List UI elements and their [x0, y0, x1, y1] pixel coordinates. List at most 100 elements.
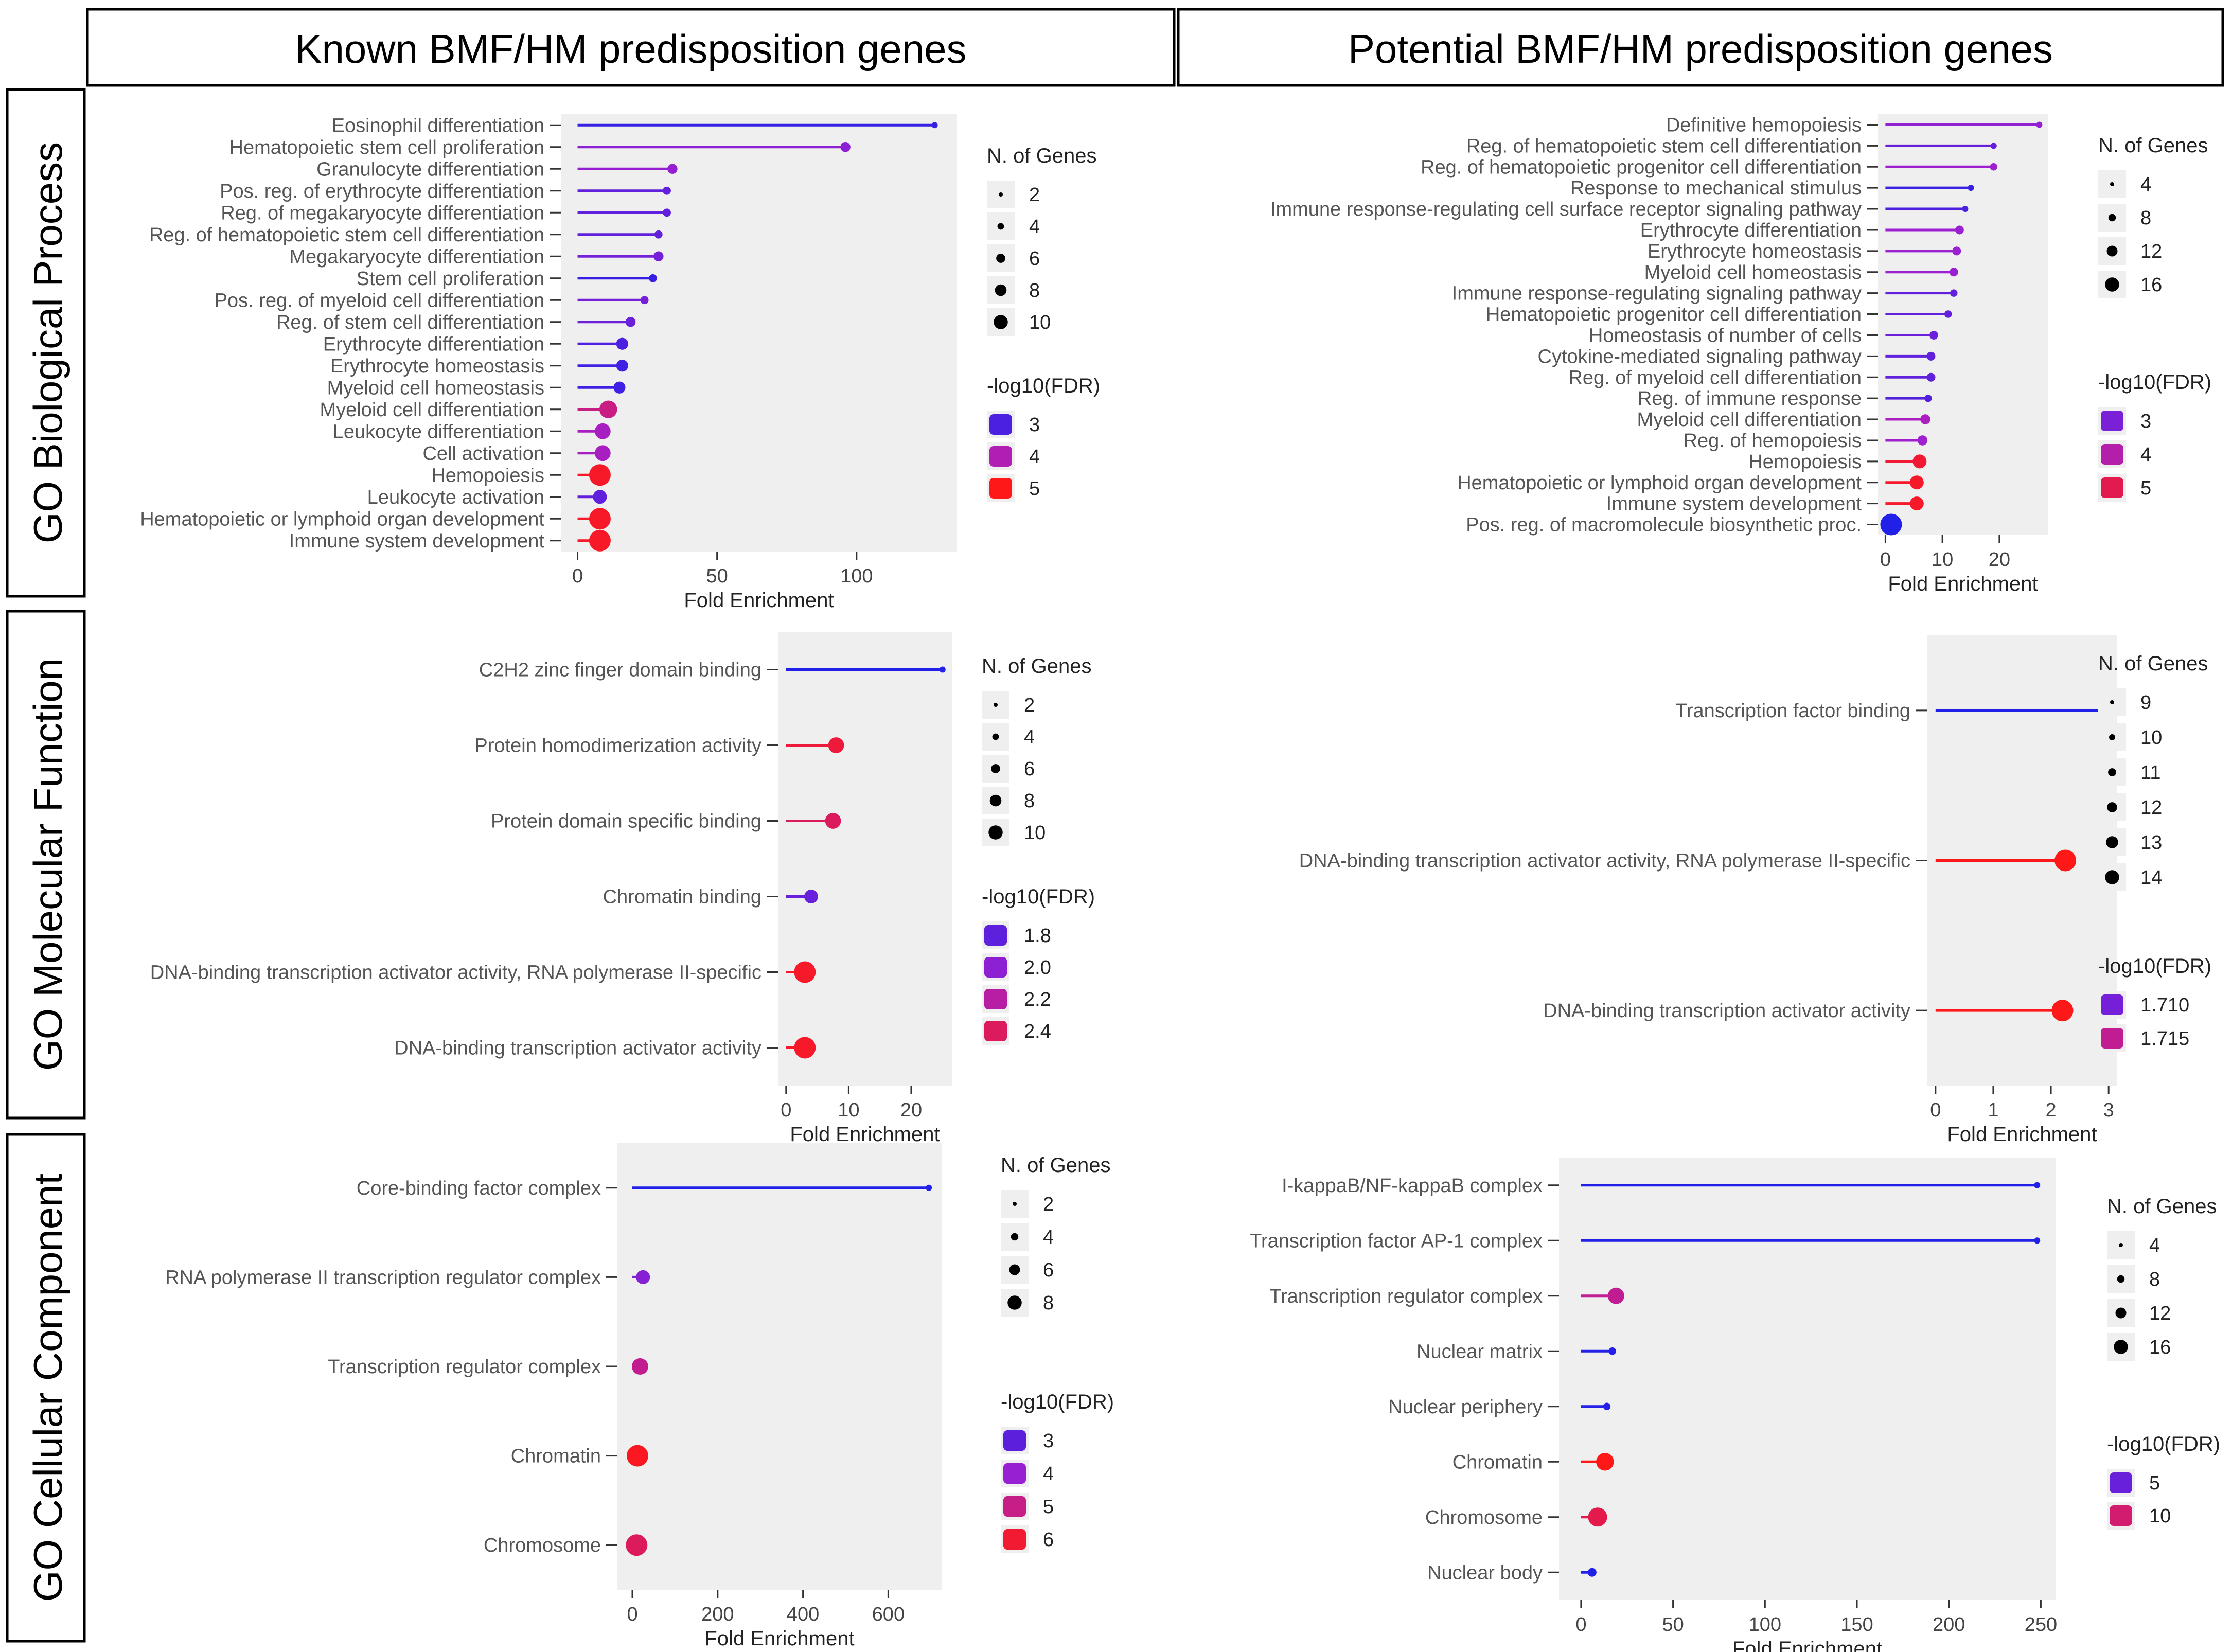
- category-label: Hemopoiesis: [1748, 451, 1862, 473]
- color-legend-label: 2.4: [1024, 1021, 1051, 1042]
- lollipop-point: [593, 490, 607, 504]
- size-legend-dot: [997, 223, 1004, 230]
- size-legend-dot: [2105, 277, 2119, 292]
- lollipop-point: [794, 961, 816, 983]
- category-label: Pos. reg. of myeloid cell differentiatio…: [215, 290, 544, 311]
- category-label: Chromatin: [511, 1446, 601, 1467]
- size-legend-label: 10: [1029, 312, 1051, 333]
- lollipop-point: [1909, 496, 1924, 511]
- color-legend-swatch: [984, 1021, 1007, 1041]
- lollipop-point: [1926, 372, 1936, 382]
- column-header-potential-label: Potential BMF/HM predisposition genes: [1348, 26, 2053, 72]
- lollipop-point: [649, 274, 657, 282]
- lollipop-point: [1950, 289, 1958, 297]
- size-legend-label: 2: [1024, 695, 1035, 716]
- x-axis-label: Fold Enrichment: [1947, 1123, 2097, 1146]
- x-tick-label: 200: [1933, 1614, 1965, 1636]
- lollipop-point: [599, 400, 617, 418]
- size-legend-dot: [992, 733, 999, 740]
- lollipop-point: [654, 230, 663, 239]
- panel-mf-known: C2H2 zinc finger domain binding Protein h…: [150, 632, 1095, 1146]
- panel-cc-known: Core-binding factor complex RNA polymeras…: [165, 1143, 1114, 1650]
- color-legend-label: 4: [1029, 446, 1040, 468]
- category-label: Granulocyte differentiation: [316, 158, 544, 180]
- lollipop-point: [1952, 246, 1961, 256]
- category-label: Eosinophil differentiation: [332, 115, 544, 136]
- size-legend-label: 8: [2149, 1269, 2160, 1290]
- size-legend-dot: [2114, 1340, 2128, 1354]
- size-legend-dot: [2105, 870, 2119, 884]
- size-legend-label: 12: [2149, 1303, 2171, 1324]
- category-label: Reg. of hematopoietic stem cell differen…: [1466, 135, 1862, 157]
- category-label: Hematopoietic progenitor cell differenti…: [1486, 304, 1862, 326]
- category-label: Leukocyte activation: [367, 487, 544, 508]
- color-legend-label: 1.8: [1024, 925, 1051, 947]
- lollipop-point: [2051, 1000, 2074, 1022]
- lollipop-point: [825, 813, 841, 829]
- lollipop-point: [1917, 435, 1928, 446]
- category-label: Chromatin binding: [603, 886, 761, 908]
- category-label: Myeloid cell homeostasis: [327, 377, 544, 399]
- size-legend-dot: [988, 825, 1003, 840]
- color-legend-title: -log10(FDR): [2107, 1433, 2220, 1455]
- lollipop-point: [631, 1358, 648, 1375]
- color-legend-label: 10: [2149, 1505, 2171, 1527]
- lollipop-point: [2036, 121, 2043, 128]
- x-axis-label: Fold Enrichment: [1732, 1638, 1882, 1652]
- color-legend-swatch: [1003, 1430, 1026, 1451]
- color-legend-swatch: [989, 446, 1012, 467]
- lollipop-point: [1949, 268, 1958, 277]
- category-label: Erythrocyte differentiation: [323, 333, 544, 355]
- category-label: Core-binding factor complex: [357, 1178, 601, 1199]
- lollipop-point: [589, 464, 611, 486]
- category-label: Cell activation: [422, 443, 544, 465]
- color-legend-swatch: [2110, 1472, 2132, 1493]
- color-legend-swatch: [989, 414, 1012, 435]
- category-label: Chromatin: [1452, 1451, 1543, 1473]
- color-legend-swatch: [984, 957, 1007, 978]
- category-label: Transcription factor binding: [1675, 700, 1910, 722]
- category-label: Reg. of myeloid cell differentiation: [1568, 367, 1862, 388]
- category-label: RNA polymerase II transcription regulato…: [165, 1267, 601, 1288]
- lollipop-point: [939, 666, 946, 673]
- color-legend-label: 4: [1043, 1463, 1054, 1485]
- color-legend-swatch: [2101, 411, 2123, 431]
- size-legend-dot: [1013, 1202, 1017, 1206]
- size-legend-dot: [1007, 1295, 1022, 1310]
- color-legend-label: 3: [2140, 411, 2151, 432]
- color-legend-swatch: [984, 989, 1007, 1009]
- color-legend-swatch: [1003, 1496, 1026, 1517]
- category-label: DNA-binding transcription activator acti…: [1543, 1000, 1910, 1022]
- color-legend-label: 6: [1043, 1529, 1054, 1551]
- category-label: Erythrocyte homeostasis: [1648, 241, 1862, 262]
- size-legend-dot: [995, 284, 1007, 296]
- lollipop-point: [2054, 849, 2077, 872]
- color-legend-swatch: [2101, 994, 2123, 1015]
- size-legend-dot: [991, 764, 1000, 773]
- x-tick-label: 1: [1988, 1099, 1998, 1121]
- plot-background: [617, 1143, 942, 1590]
- category-label: Immune response-regulating signaling pat…: [1452, 283, 1862, 305]
- x-tick-label: 0: [572, 565, 583, 587]
- size-legend-dot: [2108, 214, 2116, 222]
- x-axis-label: Fold Enrichment: [1888, 573, 2038, 595]
- category-label: Hematopoietic or lymphoid organ developm…: [1457, 472, 1862, 494]
- lollipop-point: [613, 381, 626, 394]
- color-legend-label: 5: [1043, 1496, 1054, 1518]
- row-header-cellular-component: GO Cellular Component: [6, 1133, 86, 1643]
- lollipop-point: [1962, 206, 1969, 212]
- category-label: Chromosome: [484, 1535, 601, 1556]
- size-legend-dot: [2108, 768, 2116, 776]
- category-label: DNA-binding transcription activator acti…: [150, 962, 761, 984]
- color-legend-swatch: [1003, 1529, 1026, 1550]
- lollipop-point: [626, 1445, 648, 1467]
- lollipop-point: [828, 737, 844, 753]
- lollipop-point: [1955, 225, 1964, 235]
- category-label: Leukocyte differentiation: [333, 421, 544, 442]
- category-label: Immune response-regulating cell surface …: [1270, 199, 1862, 220]
- color-legend-title: -log10(FDR): [987, 375, 1100, 397]
- x-axis-label: Fold Enrichment: [704, 1627, 854, 1650]
- size-legend-label: 12: [2140, 797, 2162, 819]
- lollipop-point: [1990, 143, 1997, 149]
- x-tick-label: 100: [1749, 1614, 1781, 1636]
